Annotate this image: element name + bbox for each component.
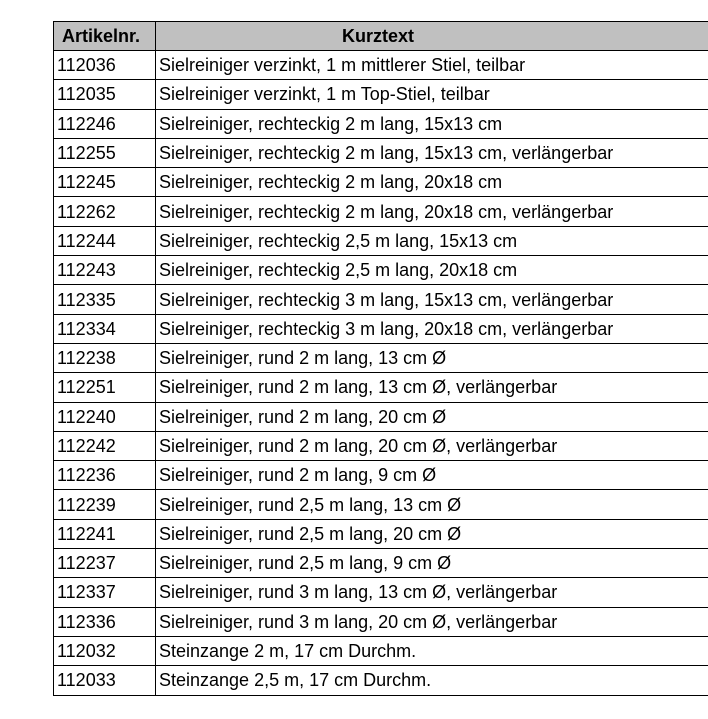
article-table: Artikelnr. Kurztext 112036 Sielreiniger v… <box>53 21 708 696</box>
table-row: 112243 Sielreiniger, rechteckig 2,5 m lan… <box>53 255 708 286</box>
article-number-cell: 112336 <box>53 606 156 637</box>
description-cell: Steinzange 2 m, 17 cm Durchm. <box>155 635 708 667</box>
article-number-cell: 112241 <box>53 518 156 550</box>
table-row: 112246 Sielreiniger, rechteckig 2 m lang,… <box>53 108 708 139</box>
article-number-cell: 112236 <box>53 460 156 491</box>
description-cell: Sielreiniger, rund 2 m lang, 20 cm Ø <box>155 401 708 432</box>
article-number-cell: 112242 <box>53 430 156 462</box>
description-cell: Sielreiniger, rund 2 m lang, 20 cm Ø, ve… <box>155 430 708 462</box>
table-row: 112238 Sielreiniger, rund 2 m lang, 13 cm… <box>53 342 708 374</box>
article-number-cell: 112334 <box>53 313 156 344</box>
article-number-cell: 112033 <box>53 665 156 696</box>
header-row: Artikelnr. Kurztext <box>53 21 708 51</box>
description-cell: Sielreiniger, rund 2 m lang, 13 cm Ø, ve… <box>155 372 708 403</box>
table-row: 112036 Sielreiniger verzinkt, 1 m mittler… <box>53 49 708 81</box>
table-row: 112334 Sielreiniger, rechteckig 3 m lang,… <box>53 313 708 344</box>
table-row: 112241 Sielreiniger, rund 2,5 m lang, 20 … <box>53 518 708 550</box>
table-row: 112335 Sielreiniger, rechteckig 3 m lang,… <box>53 284 708 315</box>
description-cell: Sielreiniger, rund 3 m lang, 13 cm Ø, ve… <box>155 577 708 608</box>
article-number-cell: 112237 <box>53 548 156 579</box>
description-cell: Steinzange 2,5 m, 17 cm Durchm. <box>155 665 708 696</box>
article-number-cell: 112032 <box>53 635 156 667</box>
article-number-cell: 112036 <box>53 49 156 81</box>
article-number-cell: 112035 <box>53 79 156 110</box>
article-number-cell: 112244 <box>53 225 156 257</box>
description-cell: Sielreiniger, rechteckig 3 m lang, 20x18… <box>155 313 708 344</box>
header-artikelnr: Artikelnr. <box>53 21 156 51</box>
description-cell: Sielreiniger, rund 2 m lang, 9 cm Ø <box>155 460 708 491</box>
description-cell: Sielreiniger, rund 3 m lang, 20 cm Ø, ve… <box>155 606 708 637</box>
description-cell: Sielreiniger, rechteckig 2 m lang, 15x13… <box>155 137 708 169</box>
description-cell: Sielreiniger, rechteckig 2,5 m lang, 20x… <box>155 255 708 286</box>
table-row: 112336 Sielreiniger, rund 3 m lang, 20 cm… <box>53 606 708 637</box>
article-number-cell: 112251 <box>53 372 156 403</box>
description-cell: Sielreiniger, rechteckig 2 m lang, 20x18… <box>155 167 708 198</box>
article-number-cell: 112262 <box>53 196 156 227</box>
table-row: 112262 Sielreiniger, rechteckig 2 m lang,… <box>53 196 708 227</box>
table-row: 112240 Sielreiniger, rund 2 m lang, 20 cm… <box>53 401 708 432</box>
description-cell: Sielreiniger, rechteckig 2,5 m lang, 15x… <box>155 225 708 257</box>
article-number-cell: 112239 <box>53 489 156 520</box>
description-cell: Sielreiniger, rechteckig 3 m lang, 15x13… <box>155 284 708 315</box>
article-number-cell: 112240 <box>53 401 156 432</box>
table-row: 112255 Sielreiniger, rechteckig 2 m lang,… <box>53 137 708 169</box>
table-row: 112242 Sielreiniger, rund 2 m lang, 20 cm… <box>53 430 708 462</box>
table-row: 112337 Sielreiniger, rund 3 m lang, 13 cm… <box>53 577 708 608</box>
table-row: 112035 Sielreiniger verzinkt, 1 m Top-Sti… <box>53 79 708 110</box>
article-number-cell: 112255 <box>53 137 156 169</box>
table-row: 112251 Sielreiniger, rund 2 m lang, 13 cm… <box>53 372 708 403</box>
table-row: 112245 Sielreiniger, rechteckig 2 m lang,… <box>53 167 708 198</box>
article-number-cell: 112335 <box>53 284 156 315</box>
description-cell: Sielreiniger verzinkt, 1 m mittlerer Sti… <box>155 49 708 81</box>
table-row: 112237 Sielreiniger, rund 2,5 m lang, 9 c… <box>53 548 708 579</box>
header-kurztext: Kurztext <box>155 21 708 51</box>
table-row: 112244 Sielreiniger, rechteckig 2,5 m lan… <box>53 225 708 257</box>
article-number-cell: 112246 <box>53 108 156 139</box>
description-cell: Sielreiniger, rund 2,5 m lang, 20 cm Ø <box>155 518 708 550</box>
article-number-cell: 112243 <box>53 255 156 286</box>
article-number-cell: 112337 <box>53 577 156 608</box>
description-cell: Sielreiniger, rechteckig 2 m lang, 15x13… <box>155 108 708 139</box>
article-number-cell: 112245 <box>53 167 156 198</box>
description-cell: Sielreiniger, rund 2,5 m lang, 13 cm Ø <box>155 489 708 520</box>
table-row: 112033 Steinzange 2,5 m, 17 cm Durchm. <box>53 665 708 696</box>
description-cell: Sielreiniger verzinkt, 1 m Top-Stiel, te… <box>155 79 708 110</box>
description-cell: Sielreiniger, rund 2,5 m lang, 9 cm Ø <box>155 548 708 579</box>
table-row: 112236 Sielreiniger, rund 2 m lang, 9 cm … <box>53 460 708 491</box>
description-cell: Sielreiniger, rechteckig 2 m lang, 20x18… <box>155 196 708 227</box>
table-row: 112239 Sielreiniger, rund 2,5 m lang, 13 … <box>53 489 708 520</box>
description-cell: Sielreiniger, rund 2 m lang, 13 cm Ø <box>155 342 708 374</box>
article-number-cell: 112238 <box>53 342 156 374</box>
table-row: 112032 Steinzange 2 m, 17 cm Durchm. <box>53 635 708 667</box>
